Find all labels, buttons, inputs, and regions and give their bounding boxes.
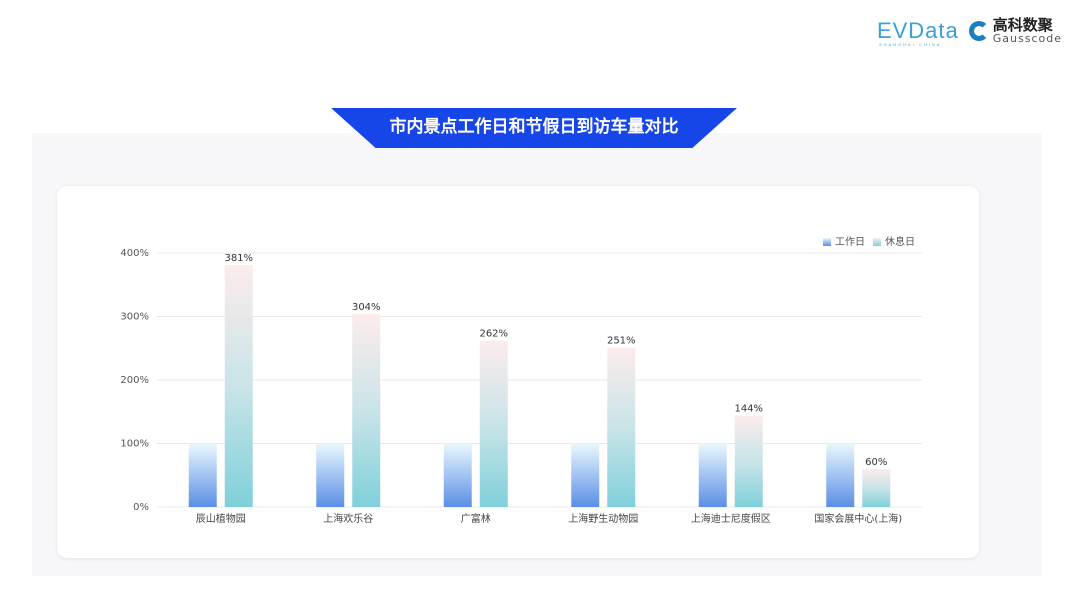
gauss-cn: 高科数聚 (992, 16, 1053, 34)
bar-workday (188, 443, 217, 507)
bar-holiday (607, 347, 636, 507)
x-tick-label: 辰山植物园 (196, 512, 246, 525)
data-label: 304% (352, 302, 381, 313)
bar-workday (571, 443, 600, 507)
data-label: 262% (479, 329, 508, 340)
page-title: 市内景点工作日和节假日到访车量对比 (331, 108, 737, 148)
y-tick-label: 0% (133, 502, 149, 513)
y-tick-label: 100% (120, 439, 149, 450)
bar-workday (826, 443, 855, 507)
x-tick-label: 上海野生动物园 (568, 512, 638, 525)
x-tick-label: 广富林 (461, 512, 491, 525)
logos: EVData SHANGHAI CHINA 高科数聚 Gausscode (876, 16, 1062, 48)
data-label: 60% (865, 457, 887, 468)
gauss-en: Gausscode (992, 32, 1062, 45)
bar-workday (698, 443, 727, 507)
evdata-logo: EVData SHANGHAI CHINA (876, 18, 959, 47)
gausscode-mark-icon (968, 21, 989, 41)
data-label: 251% (607, 336, 636, 347)
gausscode-logo: 高科数聚 Gausscode (968, 16, 1062, 45)
y-tick-label: 200% (120, 375, 149, 386)
bar-holiday (224, 265, 253, 507)
data-label: 381% (224, 253, 253, 264)
evdata-text: EVData (876, 18, 959, 43)
bar-holiday (352, 313, 381, 507)
x-tick-label: 国家会展中心(上海) (814, 512, 902, 525)
bar-holiday (734, 415, 763, 507)
bar-holiday (862, 468, 891, 507)
legend-item-workday: 工作日 (823, 233, 865, 248)
x-tick-label: 上海迪士尼度假区 (691, 512, 771, 525)
legend: 工作日 休息日 (823, 233, 915, 248)
y-tick-label: 300% (120, 312, 149, 323)
bar-workday (316, 443, 345, 507)
legend-item-holiday: 休息日 (873, 233, 915, 248)
y-tick-label: 400% (120, 248, 149, 259)
x-tick-label: 上海欢乐谷 (323, 512, 373, 525)
evdata-sub: SHANGHAI CHINA (878, 42, 942, 47)
data-label: 144% (734, 404, 763, 415)
bar-workday (443, 443, 472, 507)
bar-holiday (479, 340, 508, 507)
